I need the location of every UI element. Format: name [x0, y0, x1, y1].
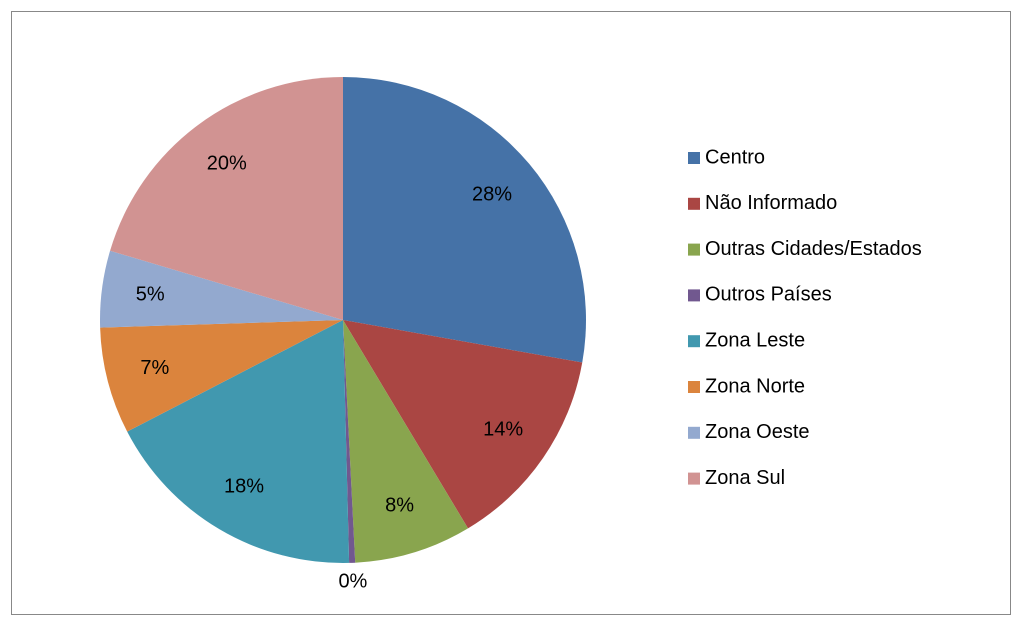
legend-swatch — [688, 289, 700, 302]
legend-swatch — [688, 472, 700, 485]
legend-label: Zona Oeste — [705, 421, 810, 443]
legend-swatch — [688, 243, 700, 256]
pie-slice — [343, 320, 356, 563]
legend-swatch — [688, 381, 700, 393]
pie-slice — [110, 77, 343, 320]
legend-swatch — [688, 335, 700, 348]
legend-swatch — [688, 197, 700, 210]
legend-swatch — [688, 426, 700, 439]
data-label: 20% — [207, 152, 247, 174]
pie-slice — [343, 320, 583, 529]
data-label: 18% — [224, 476, 264, 498]
pie-slice — [99, 250, 343, 328]
data-label: 5% — [136, 283, 165, 305]
legend-label: Outras Cidades/Estados — [705, 238, 922, 260]
data-label: 8% — [385, 494, 414, 516]
legend-label: Zona Leste — [705, 329, 805, 351]
legend-label: Não Informado — [705, 192, 837, 214]
legend-label: Zona Norte — [705, 375, 805, 397]
legend-label: Outros Países — [705, 284, 832, 306]
legend-swatch — [688, 152, 700, 164]
data-label: 0% — [338, 571, 367, 593]
pie-slice — [343, 77, 586, 363]
legend-label: Centro — [705, 146, 765, 168]
pie-slice — [100, 320, 343, 432]
pie-slice — [343, 320, 469, 563]
data-label: 7% — [140, 357, 169, 379]
data-label: 28% — [472, 183, 512, 205]
data-label: 14% — [483, 419, 523, 441]
legend-label: Zona Sul — [705, 467, 785, 489]
pie-slice — [127, 320, 350, 564]
